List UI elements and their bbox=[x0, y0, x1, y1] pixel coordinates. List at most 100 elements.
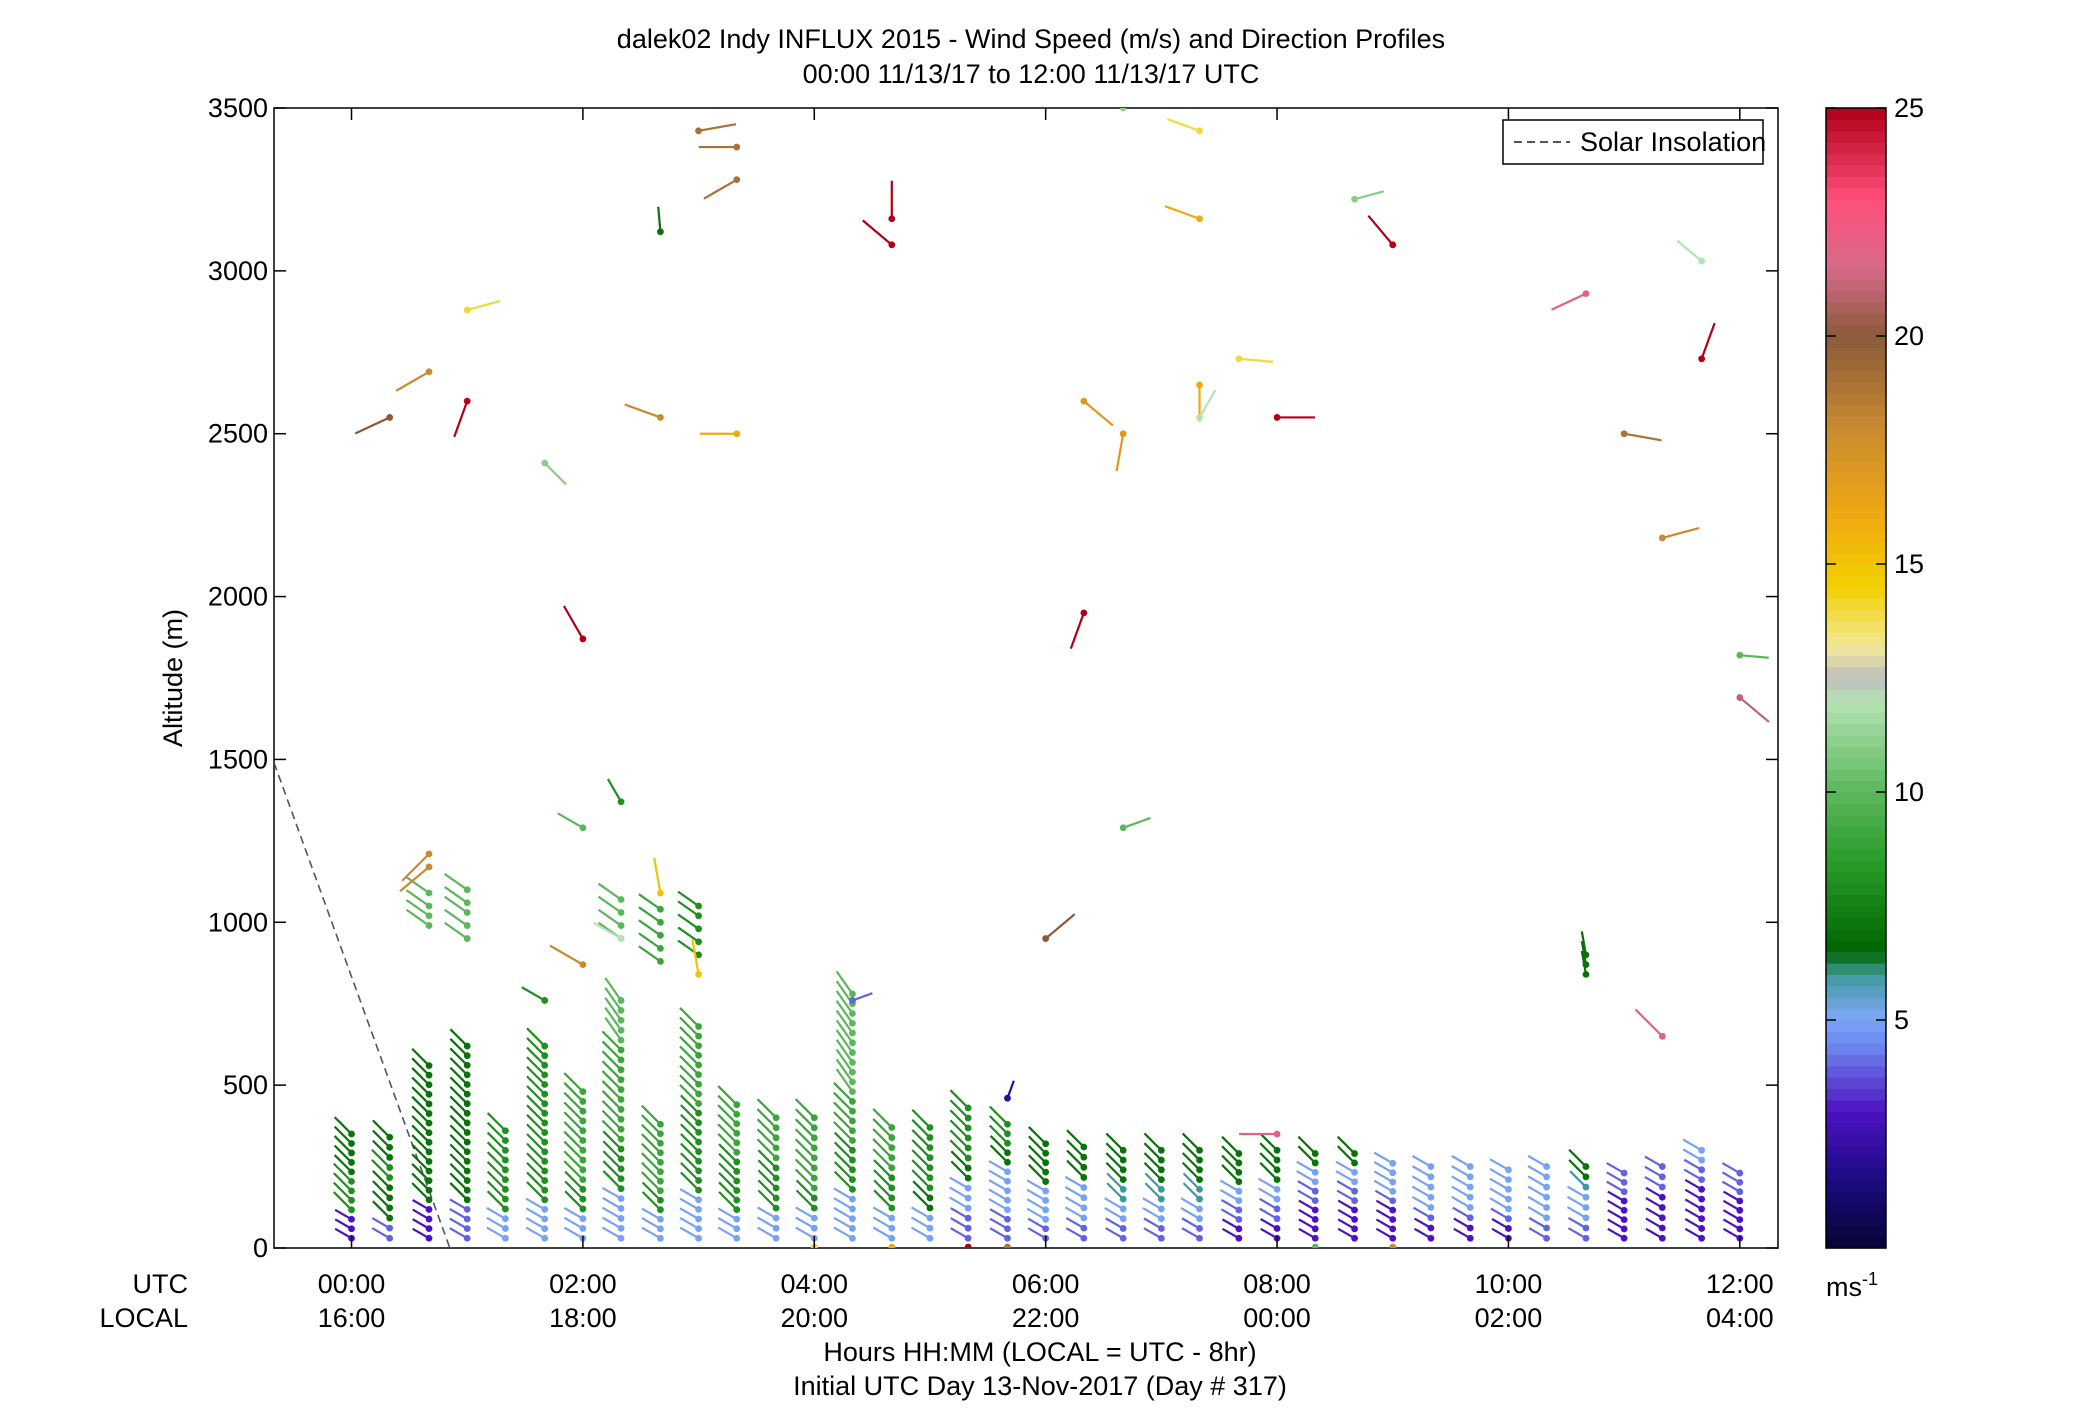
wind-barb bbox=[486, 1141, 509, 1164]
wind-barb bbox=[486, 1190, 509, 1213]
wind-barb-point bbox=[733, 1101, 741, 1109]
wind-barb-shaft bbox=[757, 1159, 777, 1179]
wind-barb bbox=[444, 895, 471, 916]
y-axis-label: Altitude (m) bbox=[158, 609, 188, 747]
wind-barb-point bbox=[1466, 1224, 1474, 1232]
wind-barb-shaft bbox=[449, 1076, 468, 1095]
wind-barb-shaft bbox=[1106, 1172, 1124, 1191]
wind-barb bbox=[677, 900, 702, 920]
wind-barb-shaft bbox=[1026, 1179, 1047, 1192]
wind-barb-point bbox=[810, 1204, 818, 1212]
wind-barb-shaft bbox=[563, 1072, 584, 1093]
wind-barb-point bbox=[1698, 1185, 1706, 1193]
wind-barb-point bbox=[463, 899, 471, 907]
colorbar-segment bbox=[1826, 1042, 1886, 1055]
wind-barb-shaft bbox=[679, 1188, 700, 1201]
wind-barb-point bbox=[501, 1205, 509, 1213]
wind-barb-point bbox=[657, 1215, 664, 1223]
wind-barb-point bbox=[1698, 1176, 1706, 1183]
wind-barb-shaft bbox=[679, 1026, 700, 1047]
wind-barb-point bbox=[1698, 1195, 1706, 1203]
wind-barb bbox=[1567, 1216, 1590, 1232]
wind-barb bbox=[1684, 1188, 1706, 1203]
wind-barb bbox=[677, 926, 702, 946]
wind-barb-point bbox=[1157, 1205, 1165, 1213]
wind-barb bbox=[1298, 1227, 1319, 1242]
wind-barb-point bbox=[1736, 694, 1744, 701]
wind-barb-point bbox=[425, 1177, 433, 1185]
wind-barb-shaft bbox=[680, 1171, 700, 1191]
wind-barb-point bbox=[425, 1206, 433, 1213]
wind-barb-point bbox=[617, 1106, 625, 1113]
wind-barb-point bbox=[1311, 1187, 1319, 1195]
colorbar-segment bbox=[1826, 598, 1886, 611]
wind-barb-shaft bbox=[525, 1207, 546, 1220]
wind-barb-point bbox=[695, 1051, 702, 1059]
wind-barb-shaft bbox=[1527, 1195, 1548, 1209]
wind-barb-shaft bbox=[1142, 1197, 1162, 1210]
wind-barb-point bbox=[1311, 1150, 1319, 1157]
wind-barb bbox=[1164, 205, 1203, 223]
wind-barb-point bbox=[348, 1196, 355, 1204]
colorbar-segment bbox=[1826, 837, 1886, 850]
wind-barb bbox=[698, 143, 741, 151]
wind-barb-point bbox=[617, 1224, 625, 1232]
wind-barb bbox=[872, 1206, 896, 1222]
wind-barb bbox=[638, 906, 664, 926]
wind-barb-shaft bbox=[756, 1128, 777, 1149]
wind-barb-point bbox=[1582, 1234, 1590, 1242]
wind-barb-shaft bbox=[873, 1189, 893, 1209]
wind-barb-shaft bbox=[563, 1150, 584, 1171]
wind-barb bbox=[1026, 1207, 1050, 1223]
colorbar-segment bbox=[1826, 1008, 1886, 1021]
wind-barb-point bbox=[695, 1109, 702, 1117]
wind-barb-shaft bbox=[641, 1171, 662, 1192]
wind-barb-point bbox=[1042, 1187, 1050, 1195]
wind-barb-shaft bbox=[988, 1115, 1009, 1135]
wind-barb-point bbox=[1582, 1224, 1590, 1232]
wind-barb-shaft bbox=[601, 1050, 622, 1071]
wind-barb-shaft bbox=[1221, 1145, 1240, 1164]
colorbar-segment bbox=[1826, 336, 1886, 348]
wind-barb bbox=[1180, 1207, 1203, 1223]
wind-barb-shaft bbox=[757, 1216, 777, 1230]
wind-barb-point bbox=[1466, 1193, 1474, 1201]
wind-barb bbox=[562, 605, 587, 643]
wind-barb bbox=[641, 1181, 664, 1204]
wind-barb-point bbox=[1119, 1195, 1127, 1203]
wind-barb bbox=[1239, 1130, 1281, 1138]
wind-barb-point bbox=[1351, 1216, 1358, 1223]
wind-barb bbox=[526, 1171, 549, 1194]
wind-barb-shaft bbox=[444, 886, 468, 904]
wind-barb-point bbox=[888, 1234, 896, 1242]
wind-barb bbox=[563, 1111, 587, 1135]
wind-barb bbox=[1658, 527, 1700, 542]
wind-barb-point bbox=[1042, 1225, 1050, 1233]
wind-barb-shaft bbox=[1527, 1154, 1548, 1168]
wind-barb-point bbox=[1582, 290, 1590, 298]
wind-barb-point bbox=[849, 1146, 856, 1154]
wind-barb-point bbox=[1543, 1173, 1551, 1181]
wind-barb-shaft bbox=[833, 1216, 854, 1230]
wind-barb bbox=[1065, 1217, 1088, 1232]
wind-barb bbox=[950, 1150, 972, 1172]
wind-barb bbox=[794, 1118, 818, 1142]
wind-barb-shaft bbox=[835, 970, 854, 995]
wind-barb-point bbox=[541, 1234, 549, 1242]
wind-barb-point bbox=[541, 997, 549, 1004]
wind-barb-shaft bbox=[604, 977, 622, 1002]
wind-barb-point bbox=[1196, 1195, 1203, 1203]
utc-row-label: UTC bbox=[133, 1269, 189, 1299]
wind-barb bbox=[1143, 1161, 1165, 1183]
wind-barb bbox=[1105, 1227, 1127, 1242]
wind-barb-point bbox=[1658, 1193, 1666, 1201]
wind-barb-shaft bbox=[486, 1151, 507, 1171]
wind-barb bbox=[405, 876, 433, 897]
wind-barb-point bbox=[1119, 108, 1127, 112]
wind-barb bbox=[1259, 1152, 1281, 1174]
wind-barb bbox=[1297, 1145, 1319, 1167]
x-tick-label-utc: 02:00 bbox=[549, 1269, 617, 1299]
wind-barb-shaft bbox=[1297, 1145, 1317, 1164]
wind-barb bbox=[412, 1218, 433, 1233]
wind-barb bbox=[1489, 1177, 1512, 1193]
